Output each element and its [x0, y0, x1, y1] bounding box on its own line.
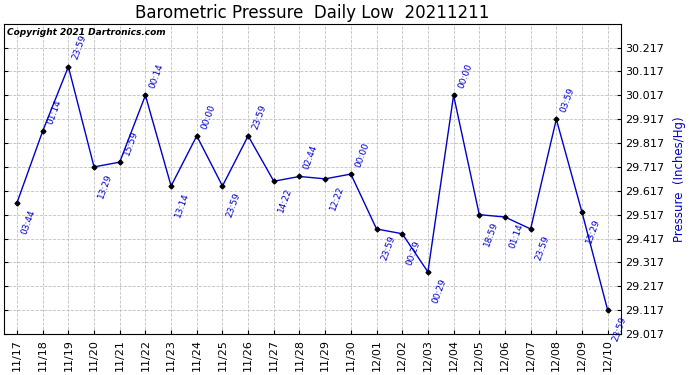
Text: 02:44: 02:44 — [302, 144, 319, 171]
Text: 00:29: 00:29 — [431, 278, 448, 305]
Text: 13:29: 13:29 — [584, 218, 602, 245]
Text: 23:59: 23:59 — [380, 234, 397, 262]
Text: 15:59: 15:59 — [123, 129, 140, 157]
Text: 23:59: 23:59 — [611, 316, 628, 343]
Y-axis label: Pressure  (Inches/Hg): Pressure (Inches/Hg) — [673, 116, 686, 242]
Text: 00:00: 00:00 — [354, 141, 371, 168]
Text: 00:29: 00:29 — [405, 239, 422, 267]
Text: 01:14: 01:14 — [46, 98, 63, 126]
Text: 12:22: 12:22 — [328, 184, 345, 211]
Text: 23:59: 23:59 — [225, 192, 242, 219]
Title: Barometric Pressure  Daily Low  20211211: Barometric Pressure Daily Low 20211211 — [135, 4, 489, 22]
Text: 00:00: 00:00 — [456, 62, 473, 90]
Text: 00:14: 00:14 — [148, 63, 166, 90]
Text: 23:59: 23:59 — [71, 34, 88, 61]
Text: 01:14: 01:14 — [508, 223, 525, 250]
Text: 14:22: 14:22 — [277, 187, 294, 214]
Text: 13:29: 13:29 — [97, 172, 114, 200]
Text: 03:44: 03:44 — [20, 208, 37, 236]
Text: Copyright 2021 Dartronics.com: Copyright 2021 Dartronics.com — [8, 28, 166, 38]
Text: 23:59: 23:59 — [251, 103, 268, 130]
Text: 03:59: 03:59 — [559, 86, 576, 114]
Text: 13:14: 13:14 — [174, 192, 191, 219]
Text: 18:59: 18:59 — [482, 220, 500, 248]
Text: 23:59: 23:59 — [533, 234, 551, 262]
Text: 00:00: 00:00 — [199, 103, 217, 130]
